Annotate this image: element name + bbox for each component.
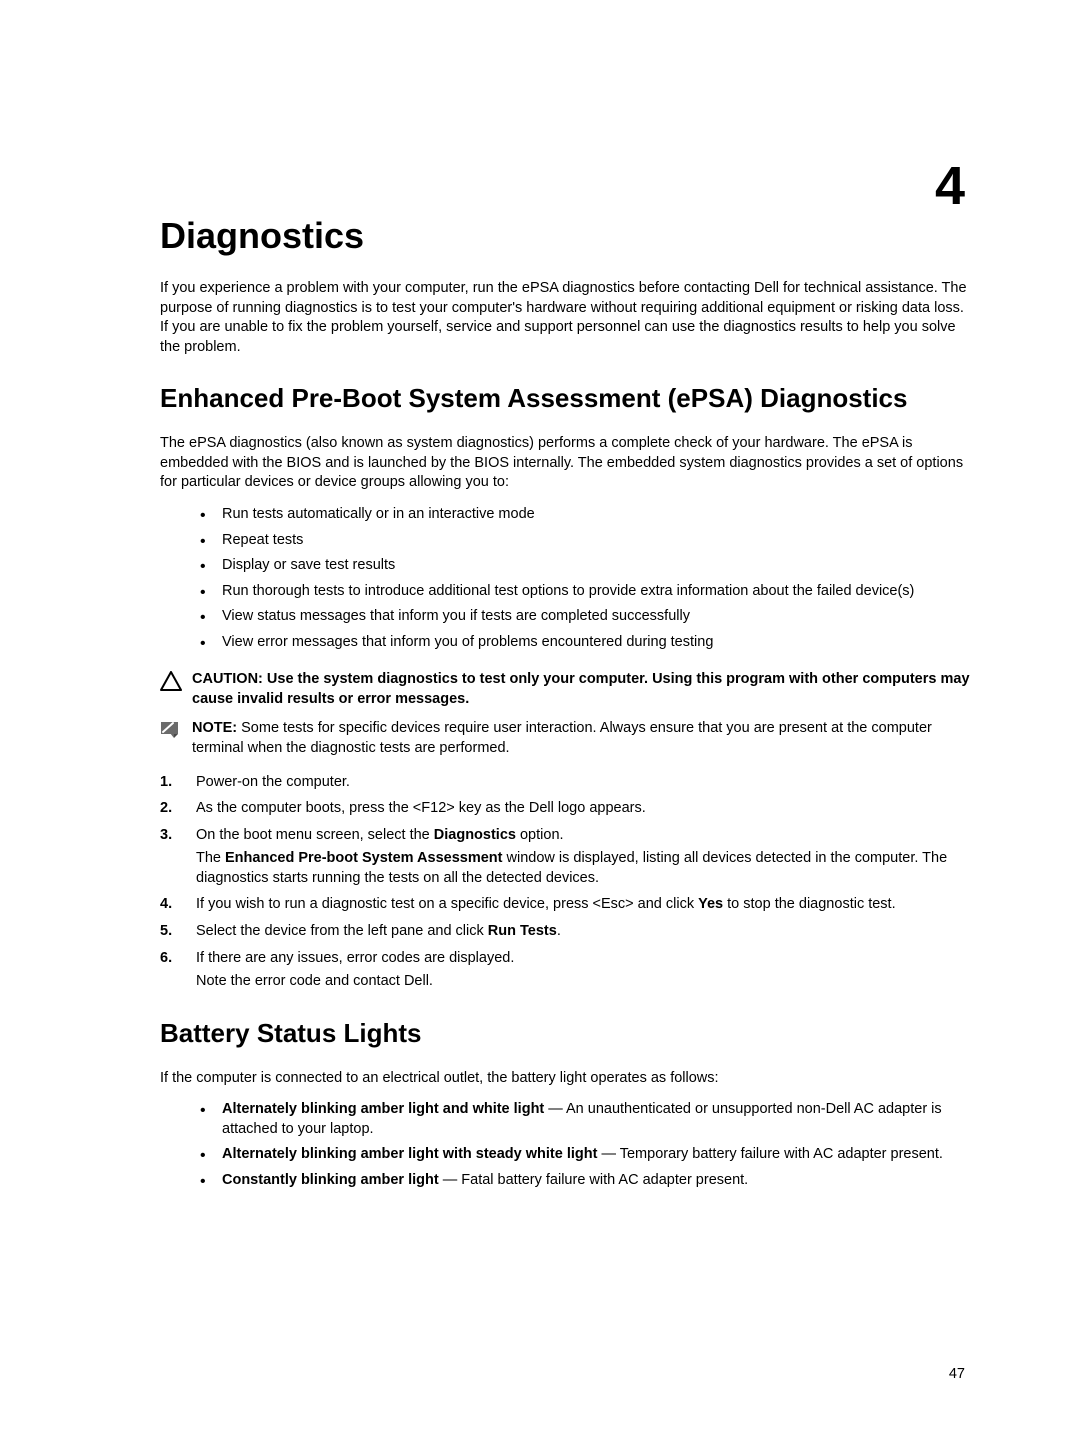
caution-callout: CAUTION: Use the system diagnostics to t… bbox=[160, 670, 970, 709]
list-item: Display or save test results bbox=[200, 556, 970, 576]
step-number: 5. bbox=[160, 922, 172, 942]
list-item: View error messages that inform you of p… bbox=[200, 633, 970, 653]
epsa-feature-list: Run tests automatically or in an interac… bbox=[200, 505, 970, 652]
list-item: Run thorough tests to introduce addition… bbox=[200, 582, 970, 602]
step-text: If you wish to run a diagnostic test on … bbox=[196, 895, 970, 915]
step-item: 2. As the computer boots, press the <F12… bbox=[160, 799, 970, 819]
step-text: The Enhanced Pre-boot System Assessment … bbox=[196, 849, 970, 888]
procedure-steps: 1. Power-on the computer. 2. As the comp… bbox=[160, 773, 970, 992]
note-callout: NOTE: Some tests for specific devices re… bbox=[160, 719, 970, 758]
list-item: Alternately blinking amber light with st… bbox=[200, 1145, 970, 1165]
step-text: Note the error code and contact Dell. bbox=[196, 972, 970, 992]
caution-body: Use the system diagnostics to test only … bbox=[192, 671, 970, 707]
step-item: 3. On the boot menu screen, select the D… bbox=[160, 826, 970, 889]
note-body: Some tests for specific devices require … bbox=[192, 720, 932, 756]
page-number: 47 bbox=[949, 1366, 965, 1382]
note-label: NOTE: bbox=[192, 720, 241, 736]
list-item: Constantly blinking amber light — Fatal … bbox=[200, 1171, 970, 1191]
list-item: Repeat tests bbox=[200, 531, 970, 551]
note-text: NOTE: Some tests for specific devices re… bbox=[192, 719, 970, 758]
step-item: 4. If you wish to run a diagnostic test … bbox=[160, 895, 970, 915]
step-number: 2. bbox=[160, 799, 172, 819]
intro-paragraph: If you experience a problem with your co… bbox=[160, 279, 970, 357]
section2-intro: If the computer is connected to an elect… bbox=[160, 1069, 970, 1089]
caution-icon bbox=[160, 671, 188, 696]
step-text: On the boot menu screen, select the Diag… bbox=[196, 826, 970, 846]
step-number: 3. bbox=[160, 826, 172, 846]
section-heading-battery: Battery Status Lights bbox=[160, 1018, 970, 1049]
step-text: Power-on the computer. bbox=[196, 773, 970, 793]
page-title: Diagnostics bbox=[160, 215, 970, 257]
step-item: 1. Power-on the computer. bbox=[160, 773, 970, 793]
chapter-number: 4 bbox=[935, 155, 965, 217]
list-item: Alternately blinking amber light and whi… bbox=[200, 1100, 970, 1139]
list-item: Run tests automatically or in an interac… bbox=[200, 505, 970, 525]
section1-intro: The ePSA diagnostics (also known as syst… bbox=[160, 434, 970, 493]
step-text: Select the device from the left pane and… bbox=[196, 922, 970, 942]
section-heading-epsa: Enhanced Pre-Boot System Assessment (ePS… bbox=[160, 383, 970, 414]
step-text: If there are any issues, error codes are… bbox=[196, 949, 970, 969]
battery-status-list: Alternately blinking amber light and whi… bbox=[200, 1100, 970, 1190]
step-item: 6. If there are any issues, error codes … bbox=[160, 949, 970, 992]
caution-label: CAUTION: bbox=[192, 671, 267, 687]
step-number: 1. bbox=[160, 773, 172, 793]
note-icon bbox=[160, 720, 188, 743]
list-item: View status messages that inform you if … bbox=[200, 607, 970, 627]
step-item: 5. Select the device from the left pane … bbox=[160, 922, 970, 942]
caution-text: CAUTION: Use the system diagnostics to t… bbox=[192, 670, 970, 709]
step-number: 4. bbox=[160, 895, 172, 915]
step-text: As the computer boots, press the <F12> k… bbox=[196, 799, 970, 819]
step-number: 6. bbox=[160, 949, 172, 969]
